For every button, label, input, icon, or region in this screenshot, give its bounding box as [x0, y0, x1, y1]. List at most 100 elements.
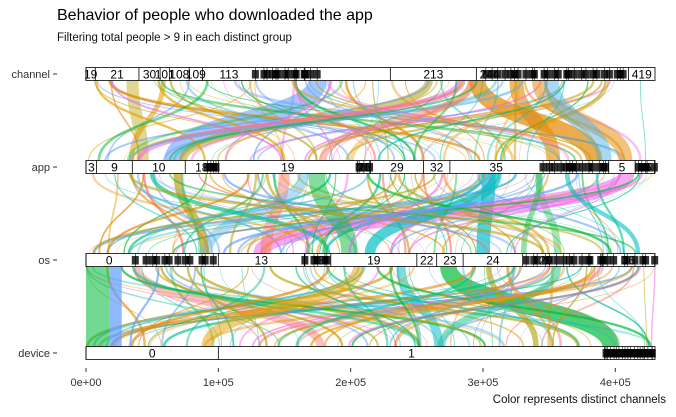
overlapping-label-glyph	[511, 70, 519, 79]
overlapping-label-glyph	[540, 70, 548, 79]
flow-ribbon	[319, 173, 406, 254]
flow-ribbon	[259, 173, 643, 254]
overlapping-label-glyph	[174, 256, 182, 265]
overlapping-label-glyph	[546, 256, 554, 265]
flow-ribbon	[332, 80, 478, 161]
flow-ribbon	[157, 80, 286, 161]
overlapping-label-glyph	[507, 70, 515, 79]
stratum-label: 30	[143, 68, 157, 82]
overlapping-label-glyph	[570, 70, 578, 79]
overlapping-label-glyph	[539, 163, 547, 172]
flow-ribbon	[91, 173, 314, 254]
overlapping-label-glyph	[209, 256, 217, 265]
overlapping-label-glyph	[551, 163, 559, 172]
flow-ribbon	[295, 266, 477, 347]
flow-ribbon	[138, 266, 249, 347]
flow-layer	[85, 78, 656, 349]
overlapping-label-glyph	[557, 163, 565, 172]
overlapping-label-glyph	[181, 256, 189, 265]
flow-ribbon	[280, 173, 546, 254]
flow-ribbon	[183, 173, 264, 254]
overlapping-label-glyph	[599, 256, 607, 265]
flow-ribbon	[258, 266, 602, 347]
flow-ribbon	[133, 266, 261, 347]
overlapping-label-glyph	[488, 70, 496, 79]
flow-ribbon	[169, 80, 318, 161]
crowded-labels	[131, 67, 659, 360]
overlapping-label-glyph	[360, 163, 368, 172]
overlapping-label-glyph	[553, 256, 561, 265]
flow-ribbon	[506, 173, 641, 254]
overlapping-label-glyph	[292, 70, 300, 79]
flow-ribbon	[263, 173, 482, 254]
overlapping-label-glyph	[650, 163, 658, 172]
flow-ribbon	[185, 266, 266, 347]
flow-ribbon	[352, 80, 405, 161]
flow-ribbon	[111, 80, 283, 161]
flow-ribbon	[148, 266, 415, 347]
stratum-label: 13	[255, 254, 269, 268]
flow-ribbon	[179, 80, 296, 161]
flow-ribbon	[309, 266, 440, 347]
flow-ribbon	[486, 80, 548, 161]
overlapping-label-glyph	[578, 256, 586, 265]
flow-ribbon	[390, 173, 600, 254]
overlapping-label-glyph	[570, 256, 578, 265]
flow-ribbon	[273, 266, 613, 347]
overlapping-label-glyph	[643, 163, 651, 172]
overlapping-label-glyph	[602, 163, 610, 172]
flow-ribbon	[251, 266, 428, 347]
overlapping-label-glyph	[615, 349, 623, 358]
stratum-label: 101	[155, 68, 175, 82]
x-tick-label: 2e+05	[335, 377, 366, 389]
flow-ribbon	[439, 80, 483, 161]
stratum-label: 22	[420, 254, 434, 268]
stratum-label: 10	[152, 161, 166, 175]
stratum-label: 19	[367, 254, 381, 268]
overlapping-label-glyph	[522, 256, 530, 265]
overlapping-label-glyph	[564, 70, 572, 79]
axis-label-os: os	[38, 255, 50, 267]
flow-ribbon	[543, 79, 612, 162]
flow-ribbon	[377, 80, 565, 161]
flow-ribbon	[404, 173, 448, 254]
flow-ribbon	[86, 266, 110, 347]
flow-ribbon	[240, 173, 606, 254]
stratum-label: 0	[106, 254, 113, 268]
x-axis: 0e+00 1e+05 2e+05 3e+05 4e+05	[71, 368, 631, 389]
overlapping-label-glyph	[355, 163, 363, 172]
flow-ribbon	[280, 173, 563, 254]
stratum-label: 113	[219, 68, 238, 82]
flow-ribbon	[510, 173, 615, 254]
flow-ribbon	[595, 173, 625, 254]
flow-ribbon	[650, 266, 656, 347]
flow-ribbon	[136, 79, 462, 162]
flow-ribbon	[596, 266, 646, 347]
overlapping-label-glyph	[631, 256, 639, 265]
axis-label-device: device	[18, 348, 50, 360]
flow-ribbon	[544, 80, 600, 161]
flow-ribbon	[372, 80, 389, 161]
overlapping-label-glyph	[274, 70, 282, 79]
flow-ribbon	[420, 80, 614, 161]
flow-ribbon	[168, 80, 478, 161]
overlapping-label-glyph	[638, 163, 646, 172]
flow-ribbon	[413, 80, 458, 161]
x-tick-label: 3e+05	[468, 377, 499, 389]
flow-ribbon	[246, 173, 486, 254]
overlapping-label-glyph	[572, 163, 580, 172]
flow-ribbon	[581, 173, 610, 254]
overlapping-label-glyph	[149, 256, 157, 265]
stratum-label: 108	[169, 68, 189, 82]
flow-ribbon	[409, 173, 535, 254]
flow-ribbon	[564, 173, 641, 254]
overlapping-label-glyph	[560, 256, 568, 265]
stratum-label: 109	[186, 68, 206, 82]
overlapping-label-glyph	[623, 256, 631, 265]
x-tick-label: 4e+05	[600, 377, 631, 389]
flow-ribbon	[514, 173, 620, 254]
flow-ribbon	[126, 80, 344, 161]
flow-ribbon	[566, 266, 650, 347]
x-tick-label: 0e+00	[71, 377, 102, 389]
